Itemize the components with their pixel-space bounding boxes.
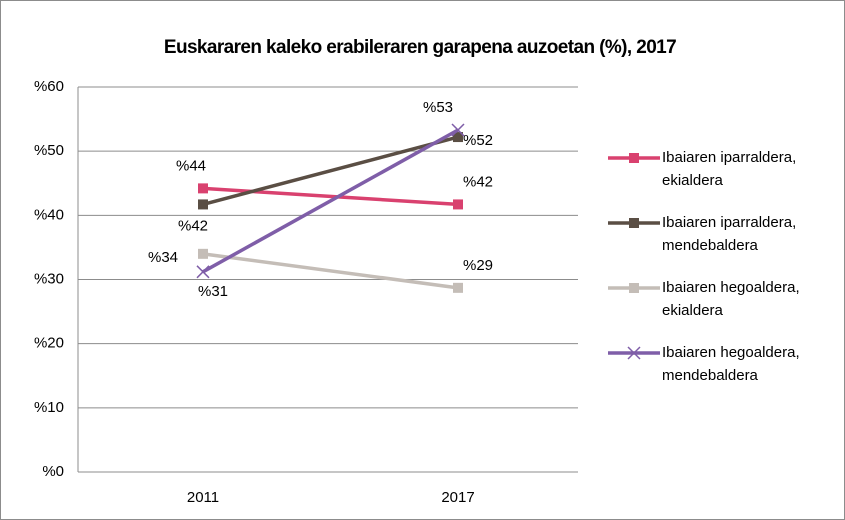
legend-label: Ibaiaren hegoaldera, ekialdera	[662, 279, 800, 319]
data-label: %34	[148, 249, 178, 266]
legend-item: Ibaiaren hegoaldera, mendebaldera	[600, 341, 840, 406]
legend-symbol	[608, 283, 660, 293]
y-tick-label: %30	[34, 270, 64, 287]
series-line	[202, 186, 459, 207]
y-tick-label: %20	[34, 335, 64, 352]
marker	[198, 248, 208, 259]
marker	[198, 183, 208, 194]
data-label: %42	[178, 217, 208, 234]
legend-item: Ibaiaren hegoaldera, ekialdera	[600, 276, 840, 341]
legend-symbol	[608, 218, 660, 228]
legend-symbol	[608, 346, 660, 360]
legend-item: Ibaiaren iparraldera, mendebaldera	[600, 211, 840, 276]
legend-marker	[629, 153, 639, 163]
x-tick-label: 2011	[187, 489, 219, 506]
chart-title: Euskararen kaleko erabileraren garapena …	[164, 37, 676, 58]
legend-marker	[629, 218, 639, 228]
marker-x	[196, 265, 210, 279]
marker	[196, 265, 210, 279]
y-tick-label: %40	[34, 206, 64, 223]
series-line	[202, 135, 459, 207]
data-label: %31	[198, 283, 228, 300]
y-tick-label: %10	[34, 399, 64, 416]
series-line	[202, 252, 459, 290]
data-label: %44	[176, 157, 206, 174]
x-tick-label: 2017	[441, 489, 474, 506]
marker	[198, 199, 208, 210]
legend-label: Ibaiaren iparraldera, ekialdera	[662, 149, 797, 189]
marker	[453, 132, 463, 143]
marker	[453, 199, 463, 210]
data-label: %52	[463, 132, 493, 149]
marker	[451, 123, 465, 137]
y-tick-label: %0	[42, 463, 64, 480]
legend-label: Ibaiaren hegoaldera, mendebaldera	[662, 344, 800, 384]
legend-symbol	[608, 153, 660, 163]
legend: Ibaiaren iparraldera, ekialdera Ibaiaren …	[600, 146, 840, 406]
y-tick-label: %60	[34, 78, 64, 95]
marker-x	[451, 123, 465, 137]
legend-marker	[627, 346, 641, 360]
marker	[453, 282, 463, 293]
data-label: %29	[463, 257, 493, 274]
data-label: %53	[423, 99, 453, 116]
y-tick-label: %50	[34, 142, 64, 159]
data-label: %42	[463, 173, 493, 190]
legend-marker	[629, 283, 639, 293]
legend-label: Ibaiaren iparraldera, mendebaldera	[662, 214, 797, 254]
series-line	[202, 128, 459, 274]
legend-item: Ibaiaren iparraldera, ekialdera	[600, 146, 840, 211]
